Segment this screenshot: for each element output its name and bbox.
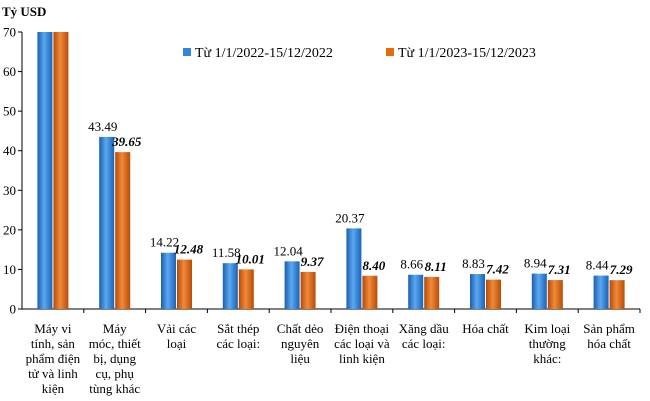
y-axis-label: Tỷ USD: [2, 4, 46, 19]
y-tick-label: 20: [3, 222, 16, 237]
bar-2022: [408, 274, 424, 309]
category-label: Chất dẻo nguyên liệu: [277, 321, 324, 366]
bar-2023: [177, 259, 192, 309]
legend-swatch-2022: [183, 48, 191, 56]
bar-2023: [362, 275, 378, 309]
data-label-2023: 12.48: [174, 242, 204, 257]
bar-2023: [486, 279, 501, 309]
bar-2022: [346, 228, 362, 309]
data-label-2023: 8.11: [425, 259, 447, 274]
y-tick-label: 10: [3, 262, 16, 277]
data-label-2022: 14.22: [150, 235, 179, 250]
legend: Từ 1/1/2022-15/12/2022 Từ 1/1/2023-15/12/…: [183, 46, 536, 61]
legend-label-2023: Từ 1/1/2023-15/12/2023: [398, 46, 536, 61]
bar-2022: [284, 261, 300, 309]
data-label-2023: 9.37: [301, 254, 324, 269]
data-label-2022: 20.37: [335, 210, 365, 225]
y-tick-label: 0: [10, 302, 17, 317]
category-label: Sản phẩm hóa chất: [583, 321, 635, 351]
category-label: Vải các loại: [157, 321, 197, 351]
category-label: Sắt thép các loại:: [216, 321, 260, 351]
category-label: Hóa chất: [462, 321, 509, 336]
category-label: Máy vi tính, sản phẩm điện tử và linh kiện: [26, 321, 81, 396]
data-label-2023: 39.65: [111, 134, 142, 149]
data-label-2022: 43.49: [88, 119, 117, 134]
category-label: Kim loại thường khác:: [524, 321, 570, 366]
y-tick-label: 60: [3, 64, 16, 79]
data-label-2023: 8.40: [363, 258, 386, 273]
data-label-2023: 7.42: [486, 262, 509, 277]
data-label-2022: 8.94: [524, 256, 547, 271]
y-tick-label: 30: [3, 183, 16, 198]
bar-2022: [99, 136, 115, 309]
bar-2023: [238, 269, 254, 309]
y-tick-label: 70: [3, 25, 16, 40]
category-label: Điện thoại các loại và linh kiện: [334, 321, 390, 366]
data-label-2023: 7.29: [610, 262, 633, 277]
bar-2023: [115, 152, 131, 309]
category-label: Xăng dầu các loại:: [399, 321, 450, 351]
bar-2023: [424, 276, 440, 309]
legend-swatch-2023: [386, 48, 394, 56]
bar-2022: [161, 252, 176, 309]
bar-2022: [470, 274, 485, 309]
bar-2022: [531, 273, 547, 309]
bar-2022: [37, 32, 53, 309]
legend-label-2022: Từ 1/1/2022-15/12/2022: [195, 46, 333, 61]
data-label-2022: 8.44: [586, 258, 609, 273]
y-tick-label: 40: [3, 143, 16, 158]
data-label-2023: 10.01: [236, 251, 265, 266]
data-label-2022: 11.58: [212, 245, 241, 260]
bar-2023: [609, 280, 625, 309]
category-label: Máy móc, thiết bị, dụng cụ, phụ tùng khác: [89, 321, 141, 396]
data-label-2022: 12.04: [273, 243, 303, 258]
bar-2023: [547, 280, 563, 309]
bar-2023: [53, 32, 69, 309]
bar-2023: [300, 271, 316, 309]
bar-2022: [593, 275, 609, 309]
y-tick-label: 50: [3, 104, 16, 119]
data-label-2022: 8.83: [462, 256, 485, 271]
data-label-2023: 7.31: [548, 262, 571, 277]
data-label-2022: 8.66: [400, 257, 423, 272]
bar-2022: [222, 263, 238, 309]
